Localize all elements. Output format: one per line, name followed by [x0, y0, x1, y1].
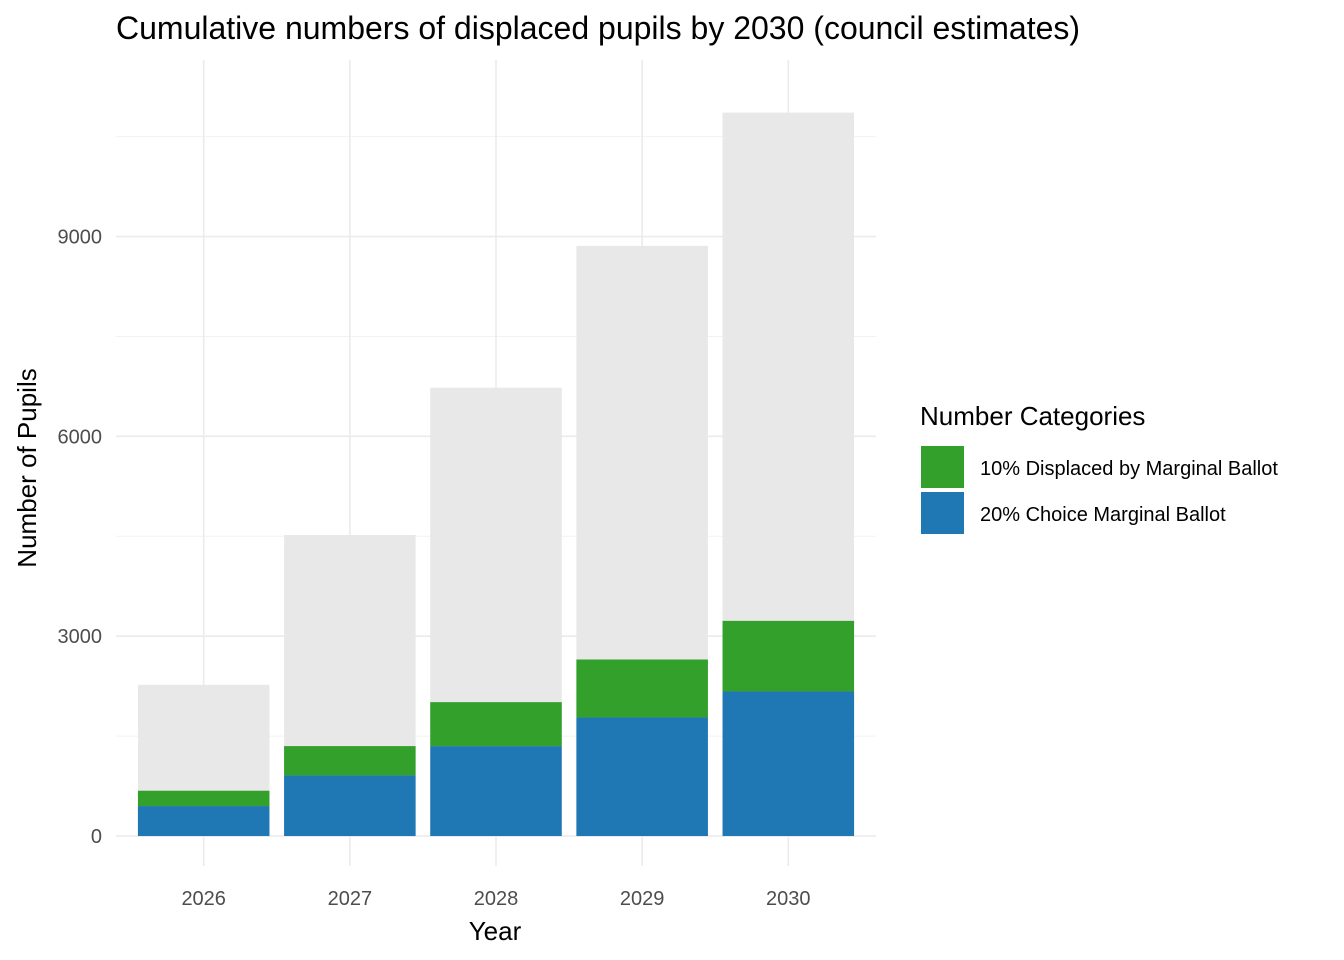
x-tick-label: 2029 — [620, 888, 665, 910]
y-tick-label: 6000 — [58, 426, 103, 448]
bar-choice-2029 — [576, 717, 708, 837]
bar-choice-2028 — [430, 746, 562, 837]
x-axis-ticks: 2026 2027 2028 2029 2030 — [181, 888, 810, 910]
bar-displaced-2028 — [430, 702, 562, 747]
x-tick-label: 2028 — [474, 888, 519, 910]
bar-displaced-2027 — [284, 746, 416, 776]
x-tick-label: 2027 — [328, 888, 373, 910]
bar-choice-2030 — [722, 691, 855, 837]
stacked-bars — [137, 620, 855, 837]
legend-title: Number Categories — [920, 401, 1145, 431]
x-axis-title: Year — [469, 916, 522, 946]
y-axis-title: Number of Pupils — [12, 368, 42, 567]
y-tick-label: 0 — [91, 826, 102, 848]
y-tick-label: 3000 — [58, 626, 103, 648]
bar-choice-2026 — [137, 806, 270, 837]
legend-swatch — [921, 446, 964, 488]
x-tick-label: 2030 — [766, 888, 811, 910]
chart-title: Cumulative numbers of displaced pupils b… — [116, 10, 1081, 46]
legend: Number Categories 10% Displaced by Margi… — [920, 401, 1278, 534]
y-tick-label: 9000 — [58, 227, 103, 249]
bar-displaced-2026 — [137, 790, 270, 807]
bar-displaced-2030 — [722, 620, 855, 692]
y-axis-ticks: 0 3000 6000 9000 — [58, 227, 103, 849]
bar-choice-2027 — [284, 775, 416, 837]
x-tick-label: 2026 — [181, 888, 226, 910]
legend-label: 20% Choice Marginal Ballot — [980, 504, 1226, 526]
legend-swatch — [921, 492, 964, 534]
bar-displaced-2029 — [576, 659, 708, 718]
legend-label: 10% Displaced by Marginal Ballot — [980, 458, 1278, 480]
